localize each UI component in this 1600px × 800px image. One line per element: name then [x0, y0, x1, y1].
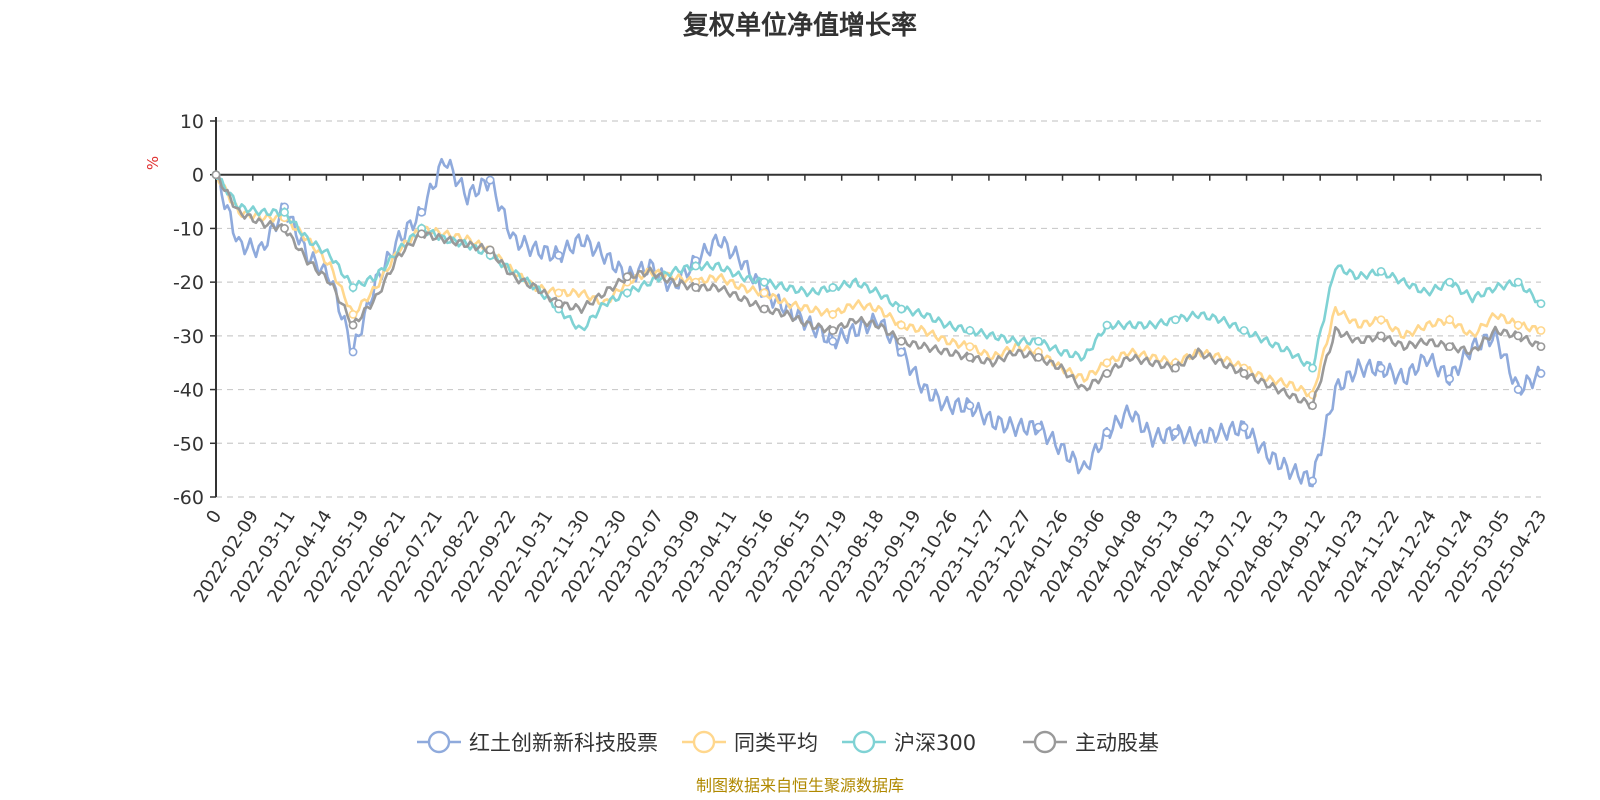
series-point [485, 175, 495, 185]
series-point [1376, 363, 1386, 373]
series-point [417, 229, 427, 239]
series-point [828, 283, 838, 292]
legend-item[interactable]: 同类平均 [682, 730, 818, 755]
series-line [215, 177, 1542, 373]
series-point [1102, 428, 1112, 437]
series-point [1376, 266, 1386, 276]
series-point [1102, 320, 1112, 330]
y-tick-label: -10 [173, 218, 204, 240]
series-lines [211, 157, 1546, 488]
series-point [828, 336, 838, 346]
series-point [1239, 422, 1249, 432]
legend-label: 沪深300 [894, 731, 976, 755]
series-point [1034, 336, 1043, 346]
y-tick-label: -50 [173, 433, 204, 455]
series-point [896, 320, 906, 330]
x-tick-label: 0 [202, 507, 226, 528]
legend-item[interactable]: 沪深300 [842, 730, 976, 755]
series-point [1171, 363, 1180, 373]
series-point [554, 288, 564, 298]
series-point [1308, 401, 1317, 411]
series-point [280, 207, 289, 217]
y-tick-label: -40 [173, 380, 204, 402]
y-tick-label: 0 [192, 165, 204, 187]
legend[interactable]: 红土创新新科技股票 同类平均 沪深300 主动股基 [417, 730, 1159, 755]
series-point [1102, 369, 1112, 378]
axes [210, 117, 1542, 498]
series-point [622, 272, 632, 282]
series-line [214, 171, 1542, 398]
data-source-note: 制图数据来自恒生聚源数据库 [696, 776, 904, 795]
series-point [1445, 277, 1455, 287]
series-point [1445, 342, 1455, 351]
legend-label: 主动股基 [1075, 731, 1159, 755]
x-tick-labels: 02022-02-092022-03-112022-04-142022-05-1… [190, 507, 1551, 607]
series-point [896, 347, 906, 357]
series-point [1445, 374, 1455, 384]
series-point [1102, 358, 1112, 368]
series-point [348, 347, 358, 357]
legend-item[interactable]: 主动股基 [1023, 730, 1159, 755]
y-tick-label: -30 [173, 326, 204, 348]
legend-marker [692, 730, 716, 754]
series-point [1513, 385, 1523, 394]
legend-marker [852, 730, 876, 754]
series-point [965, 352, 975, 362]
series-point [828, 326, 838, 335]
series-point [896, 336, 906, 346]
legend-marker [1033, 730, 1057, 754]
series-point [828, 309, 838, 319]
series-point [348, 309, 358, 319]
legend-item[interactable]: 红土创新新科技股票 [417, 730, 658, 755]
series-point [1376, 315, 1386, 325]
chart-title: 复权单位净值增长率 [683, 10, 917, 41]
series-point [691, 283, 701, 292]
y-axis-unit-label: % [144, 156, 162, 170]
legend-label: 红土创新新科技股票 [469, 731, 658, 755]
series-point [348, 283, 358, 292]
series-point [965, 401, 975, 411]
series-point [417, 207, 427, 217]
series-line [215, 157, 1543, 488]
series-point [1034, 352, 1043, 362]
series-point [1513, 331, 1523, 341]
series-point [1376, 331, 1386, 341]
series-point [554, 299, 564, 309]
series-point [1239, 326, 1249, 335]
series-point [691, 261, 701, 271]
series-point [554, 250, 564, 260]
series-point [485, 245, 495, 255]
series-point [1513, 320, 1523, 330]
legend-marker [427, 730, 451, 754]
series-point [348, 320, 358, 330]
series-point [1239, 369, 1249, 378]
y-tick-labels: 10 0 -10 -20 -30 -40 -50 -60 [173, 111, 204, 509]
series-point [965, 326, 975, 335]
series-point [1536, 326, 1546, 335]
series-point [622, 288, 632, 298]
series-point [1445, 315, 1455, 325]
series-point [759, 277, 769, 287]
y-tick-label: -60 [173, 487, 204, 509]
series-point [280, 224, 289, 233]
series-point [1536, 342, 1546, 351]
series-point [1171, 428, 1180, 437]
series-point [1034, 422, 1043, 432]
y-tick-label: 10 [180, 111, 204, 133]
series-point [759, 288, 769, 298]
series-point [1308, 476, 1317, 486]
series-point [211, 170, 221, 180]
series-point [896, 304, 906, 314]
series-point [1171, 315, 1180, 325]
series-point [1513, 277, 1523, 287]
legend-label: 同类平均 [734, 731, 818, 755]
series-point [759, 304, 769, 314]
series-line [214, 171, 1543, 410]
y-tick-label: -20 [173, 272, 204, 294]
series-point [1536, 299, 1546, 309]
series-point [1308, 363, 1317, 373]
series-point [965, 342, 975, 351]
series-point [1536, 369, 1546, 378]
